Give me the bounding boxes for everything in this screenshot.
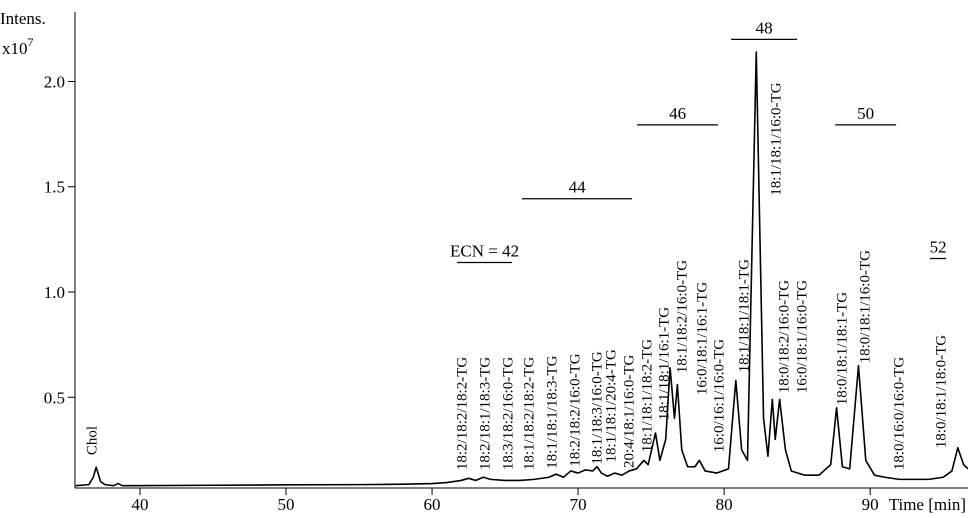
peak-label: 18:1/18:1/16:1-TG (657, 307, 673, 420)
peak-label: 18:1/18:1/18:2-TG (639, 339, 655, 452)
y-scale-base: x10 (2, 39, 28, 58)
peak-label: 18:1/18:1/18:1-TG (737, 259, 753, 372)
peak-label: 18:1/18:1/16:0-TG (769, 82, 785, 195)
peak-label: 18:1/18:3/16:0-TG (590, 351, 606, 464)
peak-label: 18:0/18:1/18:1-TG (835, 292, 851, 405)
ecn-label: 50 (857, 104, 874, 123)
peak-label: 18:2/18:2/18:2-TG (454, 357, 470, 470)
y-tick-label: 2.0 (44, 72, 65, 91)
x-tick-label: 90 (862, 495, 879, 514)
peak-label: 16:0/18:1/16:0-TG (795, 280, 811, 393)
peak-label: 18:0/18:1/18:0-TG (934, 335, 950, 448)
ecn-label: 48 (756, 18, 773, 37)
peak-label: 18:0/18:2/16:0-TG (777, 280, 793, 393)
y-tick-label: 0.5 (44, 388, 65, 407)
y-scale-exponent: 7 (28, 35, 34, 49)
peak-label: 18:1/18:2/18:2-TG (521, 357, 537, 470)
peak-label: 16:0/16:1/16:0-TG (712, 339, 728, 452)
peak-label: 18:2/18:2/16:0-TG (567, 353, 583, 466)
peak-label: 18:1/18:2/16:0-TG (675, 260, 691, 373)
y-tick-label: 1.5 (44, 178, 65, 197)
peak-label: 18:0/18:1/16:0-TG (858, 250, 874, 363)
x-tick-label: 40 (131, 495, 148, 514)
x-tick-label: 50 (278, 495, 295, 514)
peak-label: 20:4/18:1/16:0-TG (622, 355, 638, 468)
ecn-label: 44 (569, 178, 587, 197)
y-tick-label: 1.0 (44, 283, 65, 302)
y-scale: x107 (2, 35, 34, 58)
peak-label: Chol (84, 426, 100, 455)
ecn-label: 52 (930, 238, 947, 257)
peak-label: 18:2/18:1/18:3-TG (478, 357, 494, 470)
peak-label: 16:0/18:1/16:1-TG (695, 282, 711, 395)
y-axis-title: Intens. (0, 9, 46, 28)
peak-label: 18:0/16:0/16:0-TG (892, 357, 908, 470)
x-axis-title: Time [min] (889, 495, 966, 514)
ecn-label: ECN = 42 (450, 242, 519, 261)
x-tick-label: 80 (716, 495, 733, 514)
trace (75, 51, 968, 487)
x-tick-label: 70 (570, 495, 587, 514)
peak-label: 18:3/18:2/16:0-TG (500, 357, 516, 470)
x-tick-label: 60 (424, 495, 441, 514)
peak-label: 18:1/18:1/20:4-TG (604, 349, 620, 462)
peak-label: 18:1/18:1/18:3-TG (545, 355, 561, 468)
ecn-label: 46 (669, 104, 686, 123)
